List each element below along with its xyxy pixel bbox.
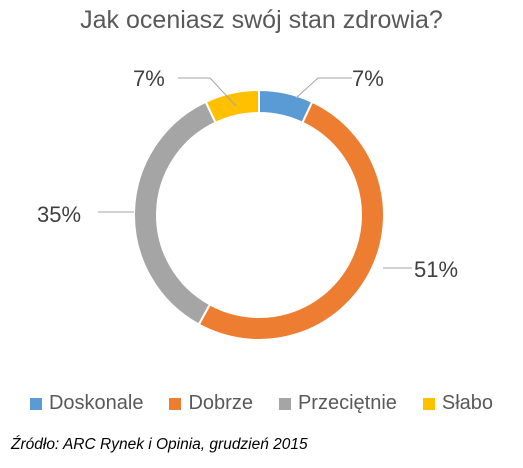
doughnut-chart: 7% 51% 35% 7%: [37, 66, 458, 341]
leader-line-doskonale: [295, 77, 352, 99]
data-label-przeciętnie: 35%: [37, 202, 81, 227]
legend-swatch: [169, 397, 182, 410]
legend-item-doskonale: Doskonale: [29, 392, 144, 415]
legend-item-przeciętnie: Przeciętnie: [278, 392, 397, 415]
slice-dobrze: [197, 100, 386, 341]
legend-swatch: [422, 397, 435, 410]
data-label-dobrze: 51%: [414, 257, 458, 282]
slice-przeciętnie: [133, 100, 217, 326]
legend-label: Słabo: [441, 392, 494, 414]
chart-title: Jak oceniasz swój stan zdrowia?: [80, 6, 443, 34]
data-label-doskonale: 7%: [352, 66, 384, 91]
legend-item-dobrze: Dobrze: [169, 392, 253, 415]
legend-label: Doskonale: [48, 392, 144, 414]
legend-label: Przeciętnie: [297, 392, 397, 414]
legend-item-słabo: Słabo: [422, 392, 494, 415]
legend-swatch: [278, 397, 291, 410]
legend-label: Dobrze: [188, 392, 253, 414]
legend-swatch: [29, 397, 42, 410]
slice-słabo: [204, 88, 260, 125]
legend: Doskonale Dobrze Przeciętnie Słabo: [0, 392, 523, 415]
leader-line-słabo: [178, 77, 237, 107]
source-note: Źródło: ARC Rynek i Opinia, grudzień 201…: [11, 436, 308, 453]
data-label-słabo: 7%: [133, 66, 165, 91]
